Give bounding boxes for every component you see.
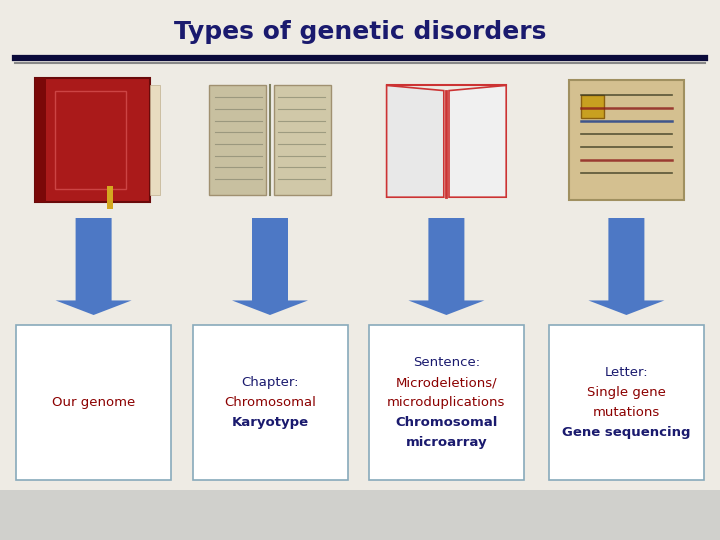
Bar	[35, 78, 45, 202]
Text: Types of genetic disorders: Types of genetic disorders	[174, 20, 546, 44]
Text: Single gene: Single gene	[587, 386, 666, 399]
Text: Sentence:: Sentence:	[413, 356, 480, 369]
Text: Microdeletions/: Microdeletions/	[395, 376, 498, 389]
Polygon shape	[408, 218, 485, 315]
Text: Chromosomal: Chromosomal	[395, 416, 498, 429]
Polygon shape	[449, 85, 506, 197]
Text: Karyotype: Karyotype	[231, 416, 309, 429]
Text: Our genome: Our genome	[52, 396, 135, 409]
Text: mutations: mutations	[593, 406, 660, 419]
Polygon shape	[387, 85, 444, 197]
Bar	[16, 325, 171, 480]
Bar	[107, 186, 113, 209]
Bar	[570, 80, 683, 200]
Bar	[369, 325, 524, 480]
Bar	[549, 325, 704, 480]
Text: microduplications: microduplications	[387, 396, 505, 409]
Bar	[192, 325, 348, 480]
Bar	[209, 85, 266, 194]
Polygon shape	[55, 218, 132, 315]
Bar	[581, 94, 604, 118]
Bar	[150, 85, 160, 194]
Text: Gene sequencing: Gene sequencing	[562, 426, 690, 439]
Text: Letter:: Letter:	[605, 366, 648, 379]
Bar	[274, 85, 331, 194]
Text: Chapter:: Chapter:	[241, 376, 299, 389]
Text: Chromosomal: Chromosomal	[224, 396, 316, 409]
Bar	[55, 91, 126, 190]
Polygon shape	[232, 218, 308, 315]
Polygon shape	[588, 218, 665, 315]
Bar	[35, 78, 150, 202]
Bar	[0, 490, 720, 540]
Text: microarray: microarray	[405, 436, 487, 449]
